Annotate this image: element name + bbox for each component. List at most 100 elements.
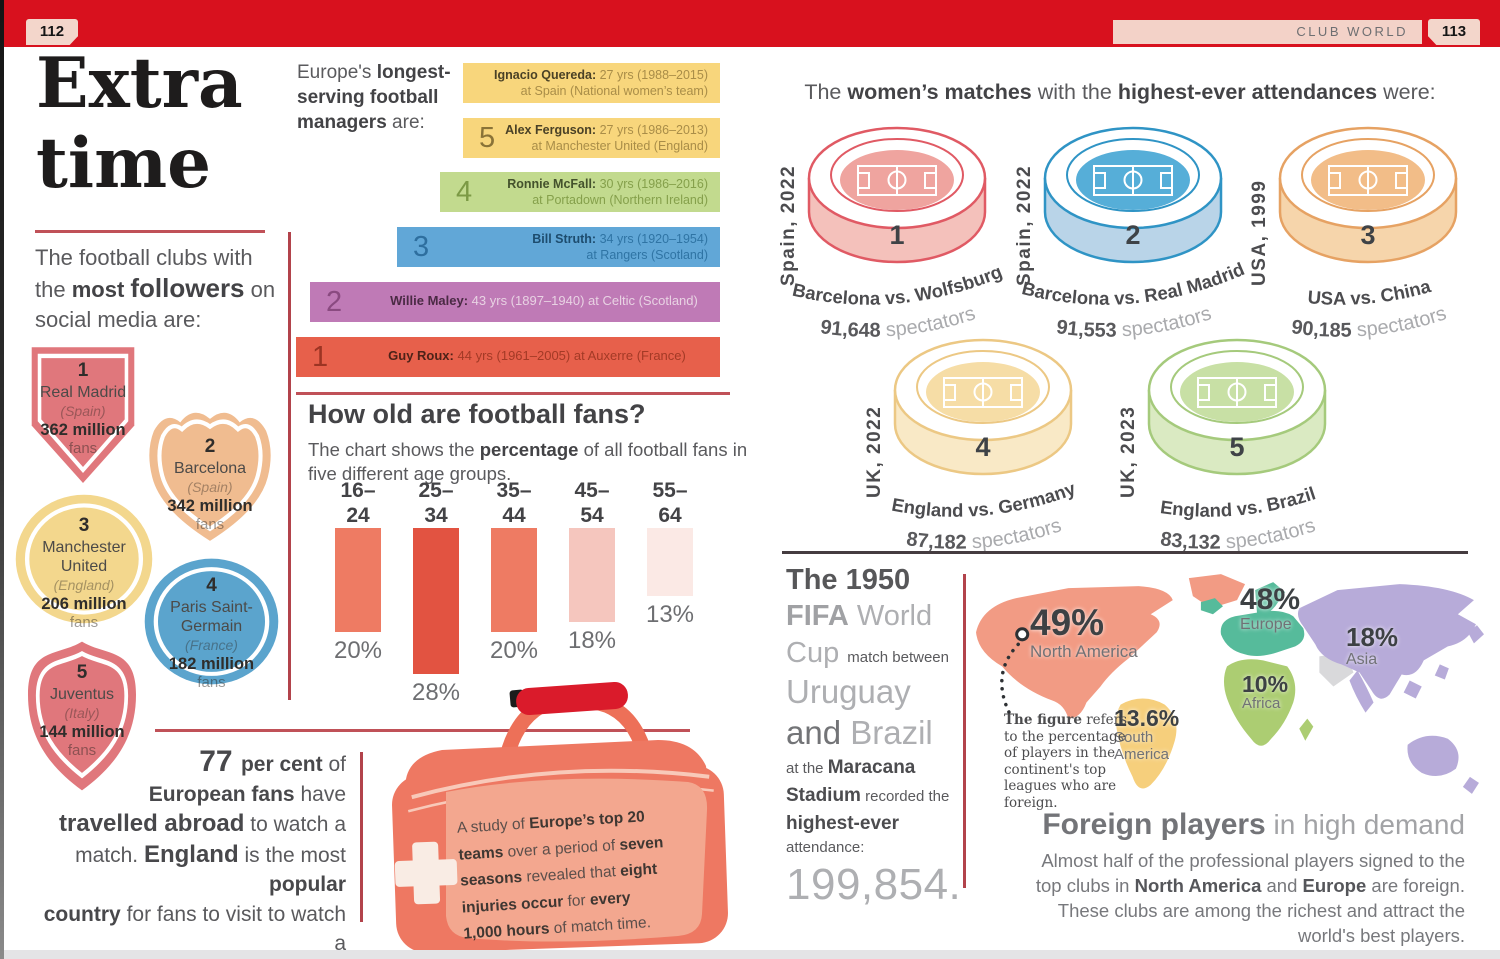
map-percentage: 18% [1346,622,1399,652]
club-followers: 182 million [168,655,255,673]
club-badge-Barcelona: 2 Barcelona (Spain) 342 million fans [144,400,276,546]
clubs-intro-text: The football clubs with the most followe… [35,245,276,332]
club-fans-label: fans [69,614,99,631]
stadium-match-label: USA vs. China [1307,275,1434,309]
divider-vertical-travel [360,752,363,922]
age-group-value: 28% [411,678,461,706]
club-followers: 144 million [39,723,125,741]
club-badge-Paris Saint-Germain: 4 Paris Saint-Germain (France) 182 milli… [143,553,280,691]
age-group-column-16–24: 16– 24 20% [319,478,397,707]
stadium-rank-5: 5 UK, 2023 England vs. Brazil 83,132 spe… [1112,310,1362,560]
page-bottom-edge [0,950,1500,959]
injury-fact-text: A study of Europe’s top 20 teams over a p… [456,808,664,943]
age-group-bar [647,528,693,596]
map-label-Asia: 18% Asia [1346,622,1426,669]
map-label-North America: 49% North America [1030,602,1170,662]
foreign-players-heading: Foreign players in high demand [1042,808,1465,841]
pitch-icon [1197,377,1277,408]
club-badge-text: 5 Juventus (Italy) 144 million fans [33,662,131,760]
club-shield-icon [149,412,271,541]
club-country: (Spain) [60,403,106,419]
age-group-label: 55– 64 [652,479,688,527]
stadium-icon: 3 USA, 1999 USA vs. China 90,185 spectat… [1249,126,1458,342]
stadium-rank-2: 2 Spain, 2022 Barcelona vs. Real Madrid … [1008,98,1258,348]
club-name: Barcelona [173,460,247,477]
age-group-column-45–54: 45– 54 18% [553,478,631,707]
club-rank: 4 [206,575,217,596]
age-group-value: 20% [489,637,539,664]
page-title: Extra time [36,44,243,204]
club-followers: 206 million [41,595,127,613]
pitch-icon [943,377,1023,408]
stadium-rank-number: 5 [1229,432,1244,462]
foreign-players-body: Almost half of the professional players … [1035,850,1465,946]
divider-worldcup [782,551,1468,554]
club-fans-label: fans [195,516,225,533]
map-region-name: Europe [1240,615,1292,633]
stadium-venue-label: UK, 2022 [864,406,885,498]
club-badge-text: 2 Barcelona (Spain) 342 million fans [156,436,264,534]
age-group-value: 20% [333,637,383,664]
manager-bar-text: Willie Maley: 43 yrs (1897–1940) at Celt… [390,293,698,308]
manager-rank: 2 [326,286,343,318]
page-number-right: 113 [1428,19,1480,45]
club-country: (England) [53,577,115,593]
manager-bar-4: 4 Ronnie McFall: 30 yrs (1986–2016) at Po… [440,172,720,212]
title-line-2: time [36,123,211,204]
map-percentage: 10% [1242,671,1289,697]
club-badge-text: 1 Real Madrid (Spain) 362 million fans [36,360,130,458]
club-name: Manchester United [42,539,126,575]
manager-bar-text: Alex Ferguson: 27 yrs (1986–2013) at Manc… [505,123,708,153]
club-name: Real Madrid [39,384,127,401]
map-percentage: 13.6% [1114,705,1180,731]
stadium-match-label: Barcelona vs. Wolfsburg [791,261,1005,309]
stadium-icon: 1 Spain, 2022 Barcelona vs. Wolfsburg 91… [778,126,1005,342]
map-region-name: Asia [1346,651,1378,669]
pitch-icon [1093,165,1173,196]
stadium-rank-number: 3 [1360,220,1375,250]
map-label-South America: 13.6% South America [1114,706,1194,763]
age-group-value: 18% [567,626,617,654]
stadium-rank-number: 2 [1125,220,1140,250]
club-fans-label: fans [67,742,97,759]
club-country: (France) [185,637,238,653]
stadium-spectators-label: 83,132 spectators [1159,514,1318,553]
club-shield-icon [28,641,136,791]
page-left-edge [0,0,4,959]
stadium-match-label: England vs. Brazil [1159,482,1318,520]
fans-age-bar-chart: 16– 24 20% 25– 34 28% 35– 44 20% 45– 54 18% … [319,478,731,707]
stadium-venue-label: Spain, 2022 [1014,165,1035,286]
manager-rank: 4 [456,176,473,208]
world-map-illustration [976,574,1484,794]
age-group-column-35–44: 35– 44 20% [475,478,553,707]
club-rank: 3 [78,515,90,536]
section-banner: CLUB WORLD [1113,20,1422,44]
map-percentage: 49% [1030,602,1105,643]
attendances-heading: The women’s matches with the highest-eve… [804,80,1436,104]
page-number-left: 112 [26,19,78,45]
age-group-label: 16– 24 [340,479,376,527]
map-labels: 49% North America 13.6% South America 48… [968,572,1490,804]
managers-intro-text: Europe's longest-serving football manage… [297,62,451,133]
map-label-Europe: 48% Europe [1240,584,1330,633]
club-name: Paris Saint-Germain [170,599,253,635]
club-followers: 342 million [167,497,253,515]
fans-chart-subtitle: The chart shows the percentage of all fo… [308,439,748,484]
age-group-label: 35– 44 [496,479,532,527]
stadium-match-label: Barcelona vs. Real Madrid [1020,258,1247,309]
manager-rank: 3 [413,231,430,263]
manager-bar-5: 5 Alex Ferguson: 27 yrs (1986–2013) at Ma… [463,118,720,158]
manager-rank: 5 [479,122,496,154]
club-badge-Real Madrid: 1 Real Madrid (Spain) 362 million fans [26,342,140,490]
club-followers: 362 million [40,421,126,439]
age-group-value: 13% [645,600,695,628]
age-group-column-55–64: 55– 64 13% [631,478,709,707]
map-note-text: The figure refers to the percentage of p… [1004,712,1128,811]
medical-cross-icon [394,841,458,905]
header-bar: 112 CLUB WORLD 113 [0,0,1500,47]
club-country: (Italy) [64,705,100,721]
world-cup-fact-text: The 1950 FIFA World Cup match between Urugu… [786,564,962,910]
stadium-venue-label: UK, 2023 [1118,406,1139,498]
manager-bar-text: Bill Struth: 34 yrs (1920–1954) at Ranger… [532,232,708,262]
